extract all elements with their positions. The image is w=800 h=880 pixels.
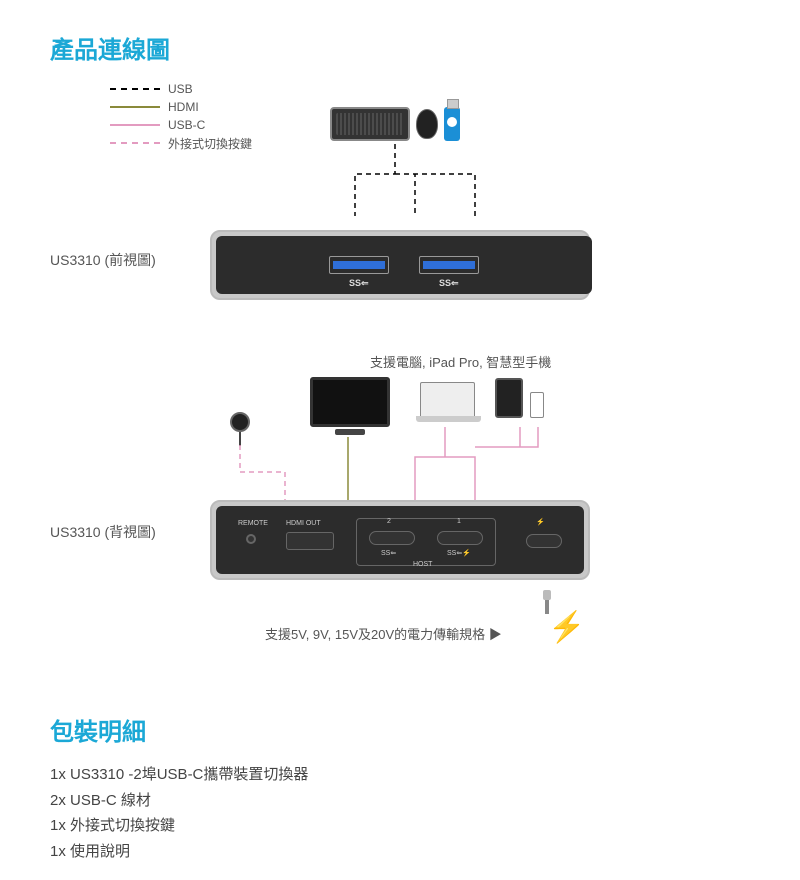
legend-label-usbc: USB-C: [168, 118, 205, 132]
tablet-icon: [495, 378, 523, 418]
legend-line-hdmi: [110, 106, 160, 108]
port-label-host: HOST: [413, 561, 432, 568]
monitor-icon: [310, 377, 390, 435]
power-port: [526, 534, 562, 548]
laptop-icon: [420, 382, 475, 418]
back-view-label: US3310 (背視圖): [50, 522, 156, 542]
device-back: REMOTE HDMI OUT 2 1 SS⇐ SS⇐⚡ HOST ⚡: [210, 500, 590, 580]
power-spec-label: 支援5V, 9V, 15V及20V的電力傳輸規格 ▶: [265, 624, 502, 643]
usbc-port-1: [437, 531, 483, 545]
usb-connector-lines: [335, 144, 555, 234]
package-list: 1x US3310 -2埠USB-C攜帶裝置切換器 2x USB-C 線材 1x…: [50, 762, 750, 864]
remote-button-icon: [230, 412, 250, 446]
legend-label-hdmi: HDMI: [168, 100, 199, 114]
peripherals-group: [330, 107, 460, 141]
usb-port-2: [419, 256, 479, 274]
diagram-back: 支援電腦, iPad Pro, 智慧型手機 US3310 (背視圖) REMOT…: [50, 352, 750, 682]
port-label-1: 1: [457, 518, 461, 525]
keyboard-icon: [330, 107, 410, 141]
pkg-item-0: 1x US3310 -2埠USB-C攜帶裝置切換器: [50, 762, 750, 788]
legend-label-remote: 外接式切換按鍵: [168, 135, 252, 152]
ss-label-1: SS⇐: [349, 278, 369, 289]
legend-line-usb: [110, 88, 160, 90]
usb-drive-icon: [444, 107, 460, 141]
pkg-item-2: 1x 外接式切換按鍵: [50, 813, 750, 839]
port-label-2: 2: [387, 518, 391, 525]
diagram-front: US3310 (前視圖) SS⇐ SS⇐: [50, 162, 750, 352]
device-back-body: REMOTE HDMI OUT 2 1 SS⇐ SS⇐⚡ HOST ⚡: [216, 506, 584, 574]
device-front-body: SS⇐ SS⇐: [216, 236, 592, 294]
section2-title: 包裝明細: [50, 712, 750, 747]
hdmi-port: [286, 532, 334, 550]
port-label-ss: SS⇐: [381, 549, 396, 557]
supported-devices-label: 支援電腦, iPad Pro, 智慧型手機: [370, 352, 551, 371]
pkg-item-3: 1x 使用說明: [50, 839, 750, 865]
section1-title: 產品連線圖: [50, 30, 750, 65]
usbc-port-2: [369, 531, 415, 545]
front-view-label: US3310 (前視圖): [50, 250, 156, 270]
legend-line-remote: [110, 142, 160, 144]
ss-label-2: SS⇐: [439, 278, 459, 289]
phone-icon: [530, 392, 544, 418]
legend-usb: USB: [110, 80, 750, 98]
legend-line-usbc: [110, 124, 160, 126]
port-label-remote: REMOTE: [238, 520, 268, 527]
power-icon: ⚡: [536, 518, 545, 526]
usb-port-1: [329, 256, 389, 274]
lightning-bolt-icon: ⚡: [548, 610, 585, 645]
mouse-icon: [416, 109, 438, 139]
pkg-item-1: 2x USB-C 線材: [50, 788, 750, 814]
port-label-sspd: SS⇐⚡: [447, 549, 471, 557]
legend-label-usb: USB: [168, 82, 193, 96]
remote-jack: [246, 534, 256, 544]
device-front: SS⇐ SS⇐: [210, 230, 590, 300]
port-label-hdmi: HDMI OUT: [286, 520, 321, 527]
